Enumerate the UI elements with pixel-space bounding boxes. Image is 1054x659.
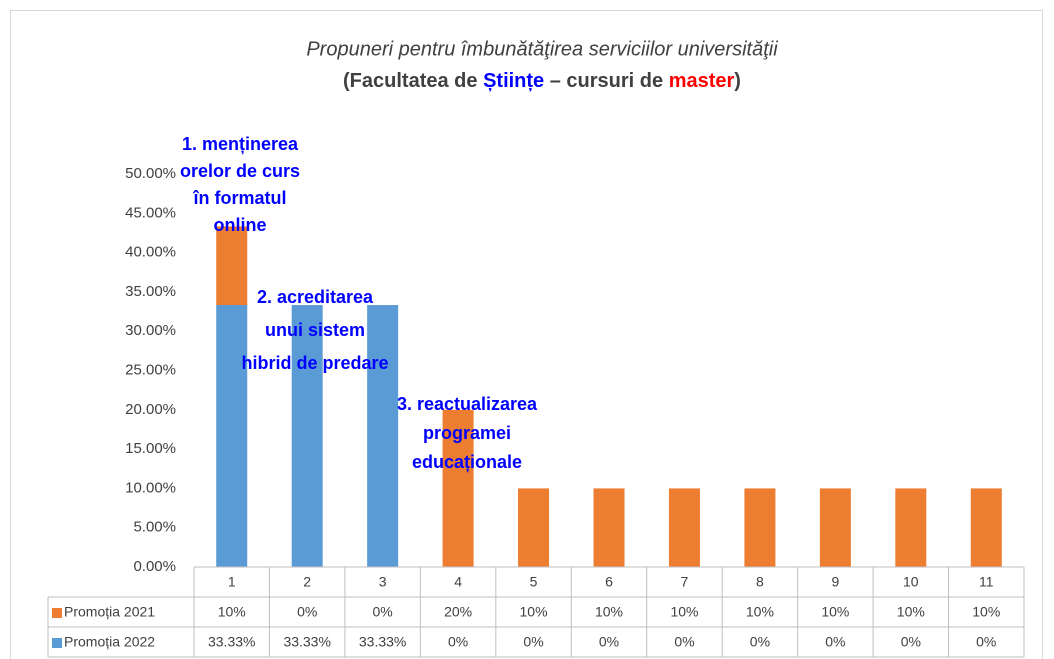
bar (895, 488, 927, 567)
data-label: 0% (750, 634, 770, 650)
x-tick-label: 1 (228, 574, 236, 590)
data-label: 10% (897, 604, 925, 620)
y-tick-label: 0.00% (133, 558, 176, 575)
data-label: 10% (821, 604, 849, 620)
bar (518, 488, 550, 567)
data-label: 33.33% (283, 634, 330, 650)
bar (970, 488, 1002, 567)
bar (744, 488, 776, 567)
chart-subtitle: (Facultatea de Științe – cursuri de mast… (343, 70, 741, 92)
x-tick-label: 5 (530, 574, 538, 590)
subtitle-part: (Facultatea de (343, 70, 483, 92)
x-tick-label: 8 (756, 574, 764, 590)
bar (367, 305, 399, 567)
data-label: 0% (825, 634, 845, 650)
x-tick-label: 3 (379, 574, 387, 590)
y-tick-label: 10.00% (125, 479, 176, 496)
annotation: hibrid de predare (241, 353, 388, 373)
bar (668, 488, 700, 567)
y-tick-label: 45.00% (125, 204, 176, 221)
data-label: 10% (520, 604, 548, 620)
bar (216, 226, 248, 306)
legend-label: Promoția 2021 (64, 604, 155, 620)
data-label: 0% (373, 604, 393, 620)
y-tick-label: 35.00% (125, 283, 176, 300)
subtitle-part: ) (734, 70, 741, 92)
chart-title: Propuneri pentru îmbunătăţirea serviciil… (306, 38, 778, 60)
x-tick-label: 10 (903, 574, 919, 590)
data-label: 20% (444, 604, 472, 620)
bar (216, 305, 248, 567)
x-tick-label: 2 (303, 574, 311, 590)
bar (593, 488, 625, 567)
x-tick-label: 4 (454, 574, 462, 590)
y-tick-label: 20.00% (125, 401, 176, 418)
legend-swatch (52, 638, 62, 648)
data-label: 10% (595, 604, 623, 620)
data-label: 0% (599, 634, 619, 650)
data-label: 0% (448, 634, 468, 650)
bar (291, 305, 323, 567)
annotation: în formatul (193, 188, 287, 208)
annotation: programei (423, 423, 511, 443)
y-tick-label: 5.00% (133, 519, 176, 536)
x-tick-label: 9 (831, 574, 839, 590)
y-tick-label: 30.00% (125, 322, 176, 339)
annotation: online (214, 215, 267, 235)
y-tick-label: 40.00% (125, 244, 176, 261)
bar (819, 488, 851, 567)
data-label: 33.33% (359, 634, 406, 650)
y-tick-label: 25.00% (125, 361, 176, 378)
y-tick-label: 50.00% (125, 165, 176, 182)
data-label: 0% (976, 634, 996, 650)
annotation: educaționale (412, 452, 522, 472)
annotation: 3. reactualizarea (397, 394, 538, 414)
data-label: 10% (746, 604, 774, 620)
data-label: 33.33% (208, 634, 255, 650)
data-label: 10% (218, 604, 246, 620)
annotation: orelor de curs (180, 161, 300, 181)
subtitle-part: master (669, 70, 735, 92)
subtitle-part: – cursuri de (544, 70, 669, 92)
bar (442, 409, 474, 567)
data-label: 0% (901, 634, 921, 650)
annotation: 2. acreditarea (257, 287, 374, 307)
x-tick-label: 7 (681, 574, 689, 590)
x-tick-label: 11 (979, 574, 994, 590)
annotation: 1. menținerea (182, 134, 299, 154)
data-label: 10% (670, 604, 698, 620)
data-label: 0% (297, 604, 317, 620)
subtitle-part: Științe (483, 70, 544, 92)
data-label: 10% (972, 604, 1000, 620)
data-label: 0% (674, 634, 694, 650)
annotation: unui sistem (265, 320, 365, 340)
x-tick-label: 6 (605, 574, 613, 590)
legend-label: Promoția 2022 (64, 634, 155, 650)
y-tick-label: 15.00% (125, 440, 176, 457)
legend-swatch (52, 608, 62, 618)
data-label: 0% (523, 634, 543, 650)
